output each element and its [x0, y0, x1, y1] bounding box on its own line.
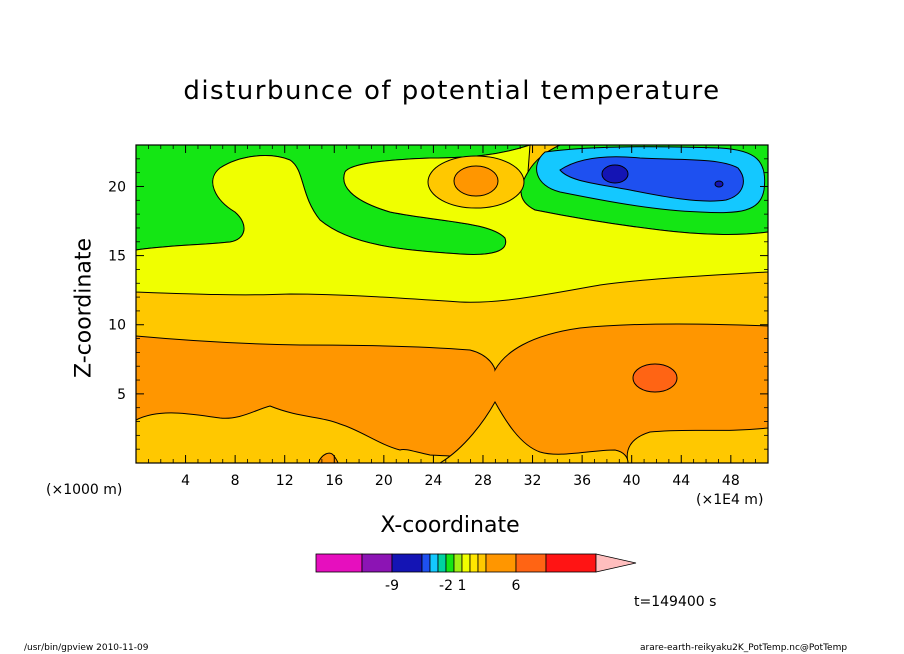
colorbar-tick-label: -9	[385, 578, 399, 594]
contour-fill-yellow	[135, 144, 769, 303]
x-unit-right-label: (×1E4 m)	[696, 492, 764, 508]
y-axis-ticks: 5 10 15 20	[108, 158, 768, 450]
x-tick-label: 24	[424, 473, 442, 489]
colorbar-segment	[361, 553, 393, 573]
x-tick-label: 20	[375, 473, 393, 489]
x-tick-label: 48	[722, 473, 740, 489]
y-tick-label: 20	[108, 179, 126, 195]
contour-fill-orange	[135, 323, 769, 464]
contour-fill-warm-top-inner	[453, 165, 499, 197]
colorbar-segment	[391, 553, 423, 573]
colorbar-segment	[515, 553, 547, 573]
colorbar-segment	[429, 553, 439, 573]
contour-fill-dark-blue	[601, 164, 629, 184]
colorbar-segment	[453, 553, 463, 573]
footer-variable-source: arare-earth-reikyaku2K_PotTemp.nc@PotTem…	[640, 643, 848, 653]
x-axis-label: X-coordinate	[380, 513, 520, 538]
x-tick-label: 4	[181, 473, 190, 489]
x-unit-left-label: (×1000 m)	[46, 482, 123, 498]
y-tick-label: 10	[108, 318, 126, 334]
x-tick-label: 8	[231, 473, 240, 489]
x-tick-label: 32	[524, 473, 542, 489]
colorbar-segment	[469, 553, 479, 573]
x-tick-label: 16	[325, 473, 343, 489]
colorbar-segment	[445, 553, 455, 573]
chart-title: disturbunce of potential temperature	[183, 76, 721, 106]
colorbar-segment	[315, 553, 363, 573]
colorbar-tick-label: 1	[458, 578, 467, 594]
y-tick-label: 5	[117, 387, 126, 403]
time-annotation: t=149400 s	[634, 594, 717, 610]
colorbar-segment	[437, 553, 447, 573]
contour-fill-orange-bottom-peak	[438, 400, 629, 464]
x-tick-label: 36	[573, 473, 591, 489]
colorbar-segment	[477, 553, 487, 573]
x-tick-label: 40	[623, 473, 641, 489]
colorbar-segment	[485, 553, 517, 573]
contour-fill-dark-orange	[632, 363, 678, 393]
x-tick-label: 28	[474, 473, 492, 489]
colorbar-tick-label: 6	[512, 578, 521, 594]
y-tick-label: 15	[108, 249, 126, 265]
x-axis-ticks: 4 8 12 16 20 24 28 32 36 40 44 48	[147, 145, 757, 489]
contour-fill-dark-blue-small	[714, 180, 724, 188]
colorbar-segment	[545, 553, 597, 573]
colorbar: -9 -2 1 6	[315, 553, 637, 594]
x-tick-label: 12	[276, 473, 294, 489]
colorbar-segment	[461, 553, 471, 573]
colorbar-extend-arrow	[595, 553, 637, 573]
colorbar-segment	[421, 553, 431, 573]
colorbar-tick-label: -2	[439, 578, 453, 594]
x-tick-label: 44	[672, 473, 690, 489]
plot-border	[135, 144, 769, 464]
plot-frame	[135, 144, 769, 464]
contour-plot	[135, 144, 769, 464]
footer-program-date: /usr/bin/gpview 2010-11-09	[24, 643, 149, 653]
